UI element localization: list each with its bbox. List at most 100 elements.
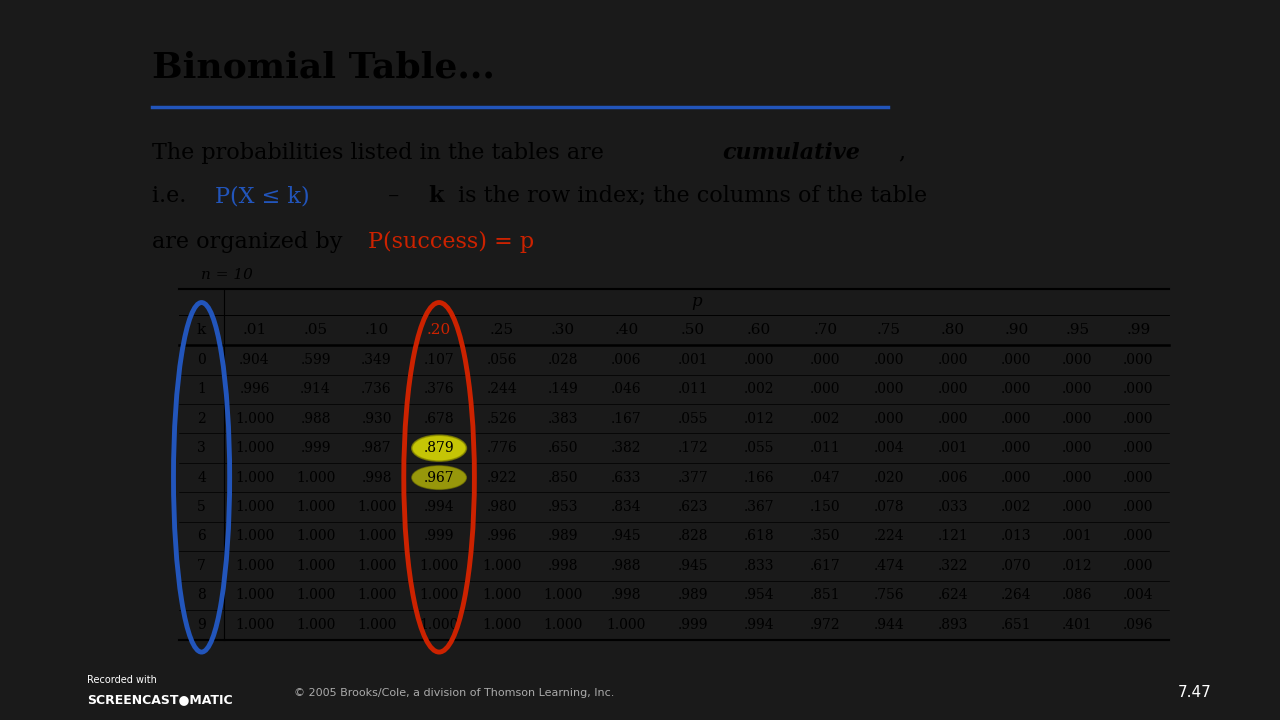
- Text: 2: 2: [197, 412, 206, 426]
- Text: 1.000: 1.000: [296, 559, 335, 573]
- Text: 9: 9: [197, 618, 206, 632]
- Text: 1.000: 1.000: [296, 529, 335, 544]
- Text: .624: .624: [937, 588, 968, 603]
- Text: 1.000: 1.000: [483, 588, 521, 603]
- Text: 1.000: 1.000: [357, 500, 397, 514]
- Text: .776: .776: [486, 441, 517, 455]
- Text: .002: .002: [744, 382, 774, 396]
- Text: .149: .149: [548, 382, 579, 396]
- Text: .000: .000: [1062, 500, 1093, 514]
- Text: .001: .001: [937, 441, 968, 455]
- Text: 0: 0: [197, 353, 206, 367]
- Text: .001: .001: [677, 353, 708, 367]
- Text: are organized by: are organized by: [152, 230, 349, 253]
- Text: n = 10: n = 10: [201, 268, 252, 282]
- Text: 7: 7: [197, 559, 206, 573]
- Text: .033: .033: [937, 500, 968, 514]
- Text: 1.000: 1.000: [420, 618, 458, 632]
- Text: .000: .000: [1123, 471, 1153, 485]
- Text: .996: .996: [486, 529, 517, 544]
- Text: .349: .349: [361, 353, 392, 367]
- Text: .618: .618: [744, 529, 774, 544]
- Text: .121: .121: [937, 529, 968, 544]
- Text: .914: .914: [300, 382, 332, 396]
- Text: .000: .000: [1062, 441, 1093, 455]
- Text: .350: .350: [810, 529, 841, 544]
- Text: 1.000: 1.000: [234, 471, 274, 485]
- Text: SCREENCAST●MATIC: SCREENCAST●MATIC: [87, 693, 233, 706]
- Text: .994: .994: [744, 618, 774, 632]
- Text: .945: .945: [677, 559, 708, 573]
- Text: .367: .367: [744, 500, 774, 514]
- Text: 6: 6: [197, 529, 206, 544]
- Text: i.e.: i.e.: [152, 186, 193, 207]
- Text: 1.000: 1.000: [357, 618, 397, 632]
- Text: .953: .953: [548, 500, 577, 514]
- Text: .000: .000: [1123, 559, 1153, 573]
- Text: .80: .80: [941, 323, 965, 337]
- Text: .40: .40: [614, 323, 639, 337]
- Text: 7.47: 7.47: [1178, 685, 1211, 700]
- Text: .20: .20: [428, 323, 452, 337]
- Text: .012: .012: [1062, 559, 1093, 573]
- Text: P(success) = p: P(success) = p: [369, 230, 535, 253]
- Text: 1.000: 1.000: [357, 559, 397, 573]
- Text: .828: .828: [677, 529, 708, 544]
- Text: .000: .000: [874, 412, 904, 426]
- Text: 1.000: 1.000: [296, 500, 335, 514]
- Text: .967: .967: [424, 471, 454, 485]
- Text: .90: .90: [1005, 323, 1028, 337]
- Text: .013: .013: [1001, 529, 1032, 544]
- Text: .046: .046: [611, 382, 641, 396]
- Text: .000: .000: [810, 382, 841, 396]
- Text: .086: .086: [1062, 588, 1093, 603]
- Text: .000: .000: [937, 382, 968, 396]
- Text: 1.000: 1.000: [420, 588, 458, 603]
- Text: .004: .004: [874, 441, 904, 455]
- Text: P(X ≤ k): P(X ≤ k): [215, 186, 310, 207]
- Text: ,: ,: [899, 142, 905, 163]
- Text: .172: .172: [677, 441, 708, 455]
- Text: .678: .678: [424, 412, 454, 426]
- Text: 4: 4: [197, 471, 206, 485]
- Text: .988: .988: [611, 559, 641, 573]
- Text: .95: .95: [1065, 323, 1089, 337]
- Text: .078: .078: [874, 500, 904, 514]
- Text: 1: 1: [197, 382, 206, 396]
- Text: .376: .376: [424, 382, 454, 396]
- Text: .001: .001: [1062, 529, 1093, 544]
- Text: 1.000: 1.000: [607, 618, 646, 632]
- Text: .096: .096: [1123, 618, 1153, 632]
- Text: .055: .055: [744, 441, 774, 455]
- Text: .000: .000: [1123, 382, 1153, 396]
- Text: .850: .850: [548, 471, 577, 485]
- Text: 1.000: 1.000: [234, 588, 274, 603]
- Text: .980: .980: [486, 500, 517, 514]
- Text: .002: .002: [1001, 500, 1032, 514]
- Text: .833: .833: [744, 559, 774, 573]
- Text: 1.000: 1.000: [234, 529, 274, 544]
- Text: .056: .056: [486, 353, 517, 367]
- Text: .382: .382: [611, 441, 641, 455]
- Text: .006: .006: [937, 471, 968, 485]
- Text: .70: .70: [813, 323, 837, 337]
- Text: .000: .000: [1001, 471, 1032, 485]
- Text: .000: .000: [1062, 471, 1093, 485]
- Text: .617: .617: [810, 559, 841, 573]
- Text: .047: .047: [810, 471, 841, 485]
- Text: .150: .150: [810, 500, 841, 514]
- Text: 1.000: 1.000: [234, 559, 274, 573]
- Text: .999: .999: [301, 441, 330, 455]
- Text: .377: .377: [677, 471, 708, 485]
- Text: .10: .10: [365, 323, 389, 337]
- Text: .000: .000: [1001, 441, 1032, 455]
- Text: 1.000: 1.000: [296, 588, 335, 603]
- Text: .028: .028: [548, 353, 577, 367]
- Text: 1.000: 1.000: [234, 618, 274, 632]
- Text: .851: .851: [810, 588, 841, 603]
- Text: .75: .75: [877, 323, 901, 337]
- Text: .988: .988: [301, 412, 330, 426]
- Text: .994: .994: [424, 500, 454, 514]
- Text: © 2005 Brooks/Cole, a division of Thomson Learning, Inc.: © 2005 Brooks/Cole, a division of Thomso…: [294, 688, 614, 698]
- Text: .651: .651: [1001, 618, 1032, 632]
